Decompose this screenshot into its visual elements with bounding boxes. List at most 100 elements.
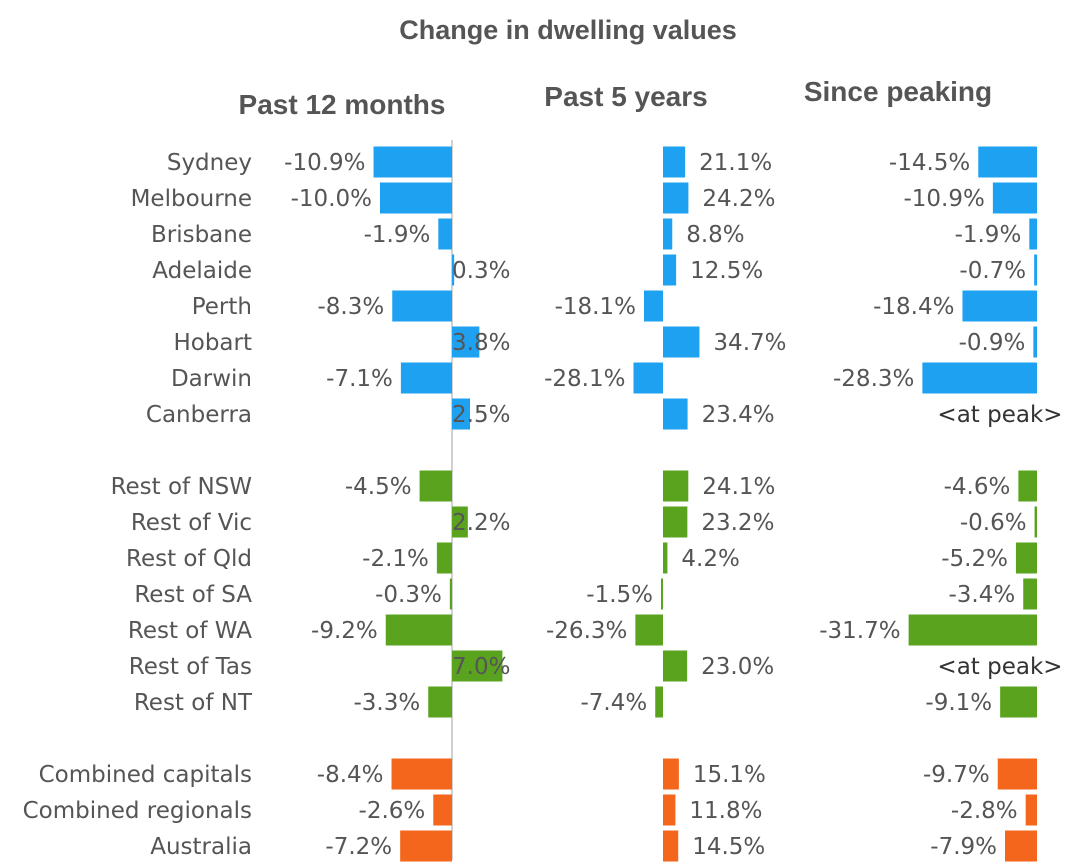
bar-peak-combined-regionals	[1025, 794, 1037, 826]
value-peak-darwin: -28.3%	[833, 366, 914, 392]
bar-p12-brisbane	[438, 218, 452, 250]
value-p12-rest-of-nt: -3.3%	[354, 690, 421, 716]
panel-title-past-5-years: Past 5 years	[544, 81, 707, 112]
bar-p5-rest-of-qld	[663, 542, 668, 574]
value-peak-adelaide: -0.7%	[959, 258, 1026, 284]
bar-p12-perth	[392, 290, 452, 322]
bar-peak-australia	[1005, 830, 1037, 862]
bar-peak-rest-of-vic	[1034, 506, 1037, 538]
row-label-canberra: Canberra	[146, 402, 252, 428]
value-p5-brisbane: 8.8%	[686, 222, 744, 248]
row-label-darwin: Darwin	[171, 366, 252, 392]
chart-title: Change in dwelling values	[399, 15, 737, 45]
bar-p5-combined-capitals	[663, 758, 679, 790]
value-p12-rest-of-qld: -2.1%	[362, 546, 429, 572]
row-label-sydney: Sydney	[167, 150, 252, 176]
bar-peak-sydney	[978, 146, 1037, 178]
row-label-rest-of-sa: Rest of SA	[134, 582, 252, 608]
value-peak-melbourne: -10.9%	[903, 186, 984, 212]
panel-title-since-peaking: Since peaking	[804, 76, 992, 107]
value-p5-sydney: 21.1%	[699, 150, 772, 176]
row-label-australia: Australia	[150, 834, 252, 860]
bar-p5-sydney	[663, 146, 686, 178]
bar-p12-adelaide	[452, 254, 455, 286]
bar-p5-australia	[663, 830, 679, 862]
value-p5-rest-of-vic: 23.2%	[701, 510, 774, 536]
value-p5-australia: 14.5%	[692, 834, 765, 860]
value-peak-combined-regionals: -2.8%	[951, 798, 1018, 824]
at-peak-label-rest-of-tas: <at peak>	[937, 654, 1062, 680]
bar-p5-perth	[643, 290, 663, 322]
row-label-perth: Perth	[192, 294, 252, 320]
bar-p5-rest-of-wa	[635, 614, 663, 646]
bar-peak-darwin	[922, 362, 1037, 394]
bar-p12-canberra	[452, 398, 470, 430]
value-p12-sydney: -10.9%	[284, 150, 365, 176]
value-p5-rest-of-tas: 23.0%	[701, 654, 774, 680]
at-peak-label-canberra: <at peak>	[937, 402, 1062, 428]
bar-p12-sydney	[373, 146, 452, 178]
value-p12-rest-of-tas: 7.0%	[452, 654, 510, 680]
bar-p12-rest-of-qld	[436, 542, 452, 574]
bar-p12-melbourne	[380, 182, 452, 214]
bar-p5-darwin	[633, 362, 663, 394]
bar-peak-rest-of-sa	[1023, 578, 1037, 610]
bar-p5-rest-of-vic	[663, 506, 688, 538]
bar-peak-melbourne	[992, 182, 1037, 214]
value-p12-rest-of-sa: -0.3%	[375, 582, 442, 608]
value-p5-combined-capitals: 15.1%	[693, 762, 766, 788]
value-p5-adelaide: 12.5%	[690, 258, 763, 284]
bar-peak-hobart	[1033, 326, 1037, 358]
bar-peak-brisbane	[1029, 218, 1037, 250]
value-p5-rest-of-qld: 4.2%	[681, 546, 739, 572]
value-peak-rest-of-nt: -9.1%	[925, 690, 992, 716]
value-p5-melbourne: 24.2%	[702, 186, 775, 212]
value-p12-rest-of-vic: 2.2%	[452, 510, 510, 536]
value-p12-combined-capitals: -8.4%	[317, 762, 384, 788]
value-peak-brisbane: -1.9%	[955, 222, 1022, 248]
value-p12-melbourne: -10.0%	[291, 186, 372, 212]
bar-p5-combined-regionals	[663, 794, 676, 826]
value-peak-rest-of-vic: -0.6%	[960, 510, 1027, 536]
bar-p5-brisbane	[663, 218, 673, 250]
value-p12-canberra: 2.5%	[452, 402, 510, 428]
bar-p12-rest-of-vic	[452, 506, 468, 538]
value-p12-combined-regionals: -2.6%	[359, 798, 426, 824]
bar-p5-melbourne	[663, 182, 689, 214]
bar-p12-darwin	[400, 362, 452, 394]
value-p12-perth: -8.3%	[318, 294, 385, 320]
value-peak-rest-of-wa: -31.7%	[819, 618, 900, 644]
value-peak-rest-of-nsw: -4.6%	[944, 474, 1011, 500]
bar-p12-combined-capitals	[391, 758, 452, 790]
bar-p5-canberra	[663, 398, 688, 430]
value-peak-perth: -18.4%	[873, 294, 954, 320]
row-label-rest-of-wa: Rest of WA	[128, 618, 252, 644]
value-p5-rest-of-sa: -1.5%	[586, 582, 653, 608]
value-p12-hobart: 3.8%	[452, 330, 510, 356]
bar-p12-rest-of-wa	[385, 614, 452, 646]
row-label-rest-of-tas: Rest of Tas	[129, 654, 252, 680]
panel-title-past-12-months: Past 12 months	[239, 89, 446, 120]
value-p5-perth: -18.1%	[555, 294, 636, 320]
bar-p5-rest-of-sa	[661, 578, 663, 610]
bar-peak-rest-of-nt	[1000, 686, 1037, 718]
bar-p5-rest-of-tas	[663, 650, 688, 682]
bar-p5-adelaide	[663, 254, 677, 286]
row-label-rest-of-vic: Rest of Vic	[131, 510, 252, 536]
row-label-hobart: Hobart	[173, 330, 252, 356]
bar-p5-hobart	[663, 326, 700, 358]
bar-peak-perth	[962, 290, 1037, 322]
value-p12-rest-of-nsw: -4.5%	[345, 474, 412, 500]
value-p12-adelaide: 0.3%	[452, 258, 510, 284]
bar-p12-rest-of-nsw	[419, 470, 452, 502]
bar-peak-rest-of-wa	[908, 614, 1037, 646]
bar-p5-rest-of-nsw	[663, 470, 689, 502]
value-peak-sydney: -14.5%	[889, 150, 970, 176]
bar-p12-combined-regionals	[433, 794, 452, 826]
row-label-rest-of-qld: Rest of Qld	[126, 546, 252, 572]
value-p12-rest-of-wa: -9.2%	[311, 618, 378, 644]
value-peak-hobart: -0.9%	[959, 330, 1026, 356]
value-peak-rest-of-sa: -3.4%	[948, 582, 1015, 608]
bar-p5-rest-of-nt	[655, 686, 663, 718]
